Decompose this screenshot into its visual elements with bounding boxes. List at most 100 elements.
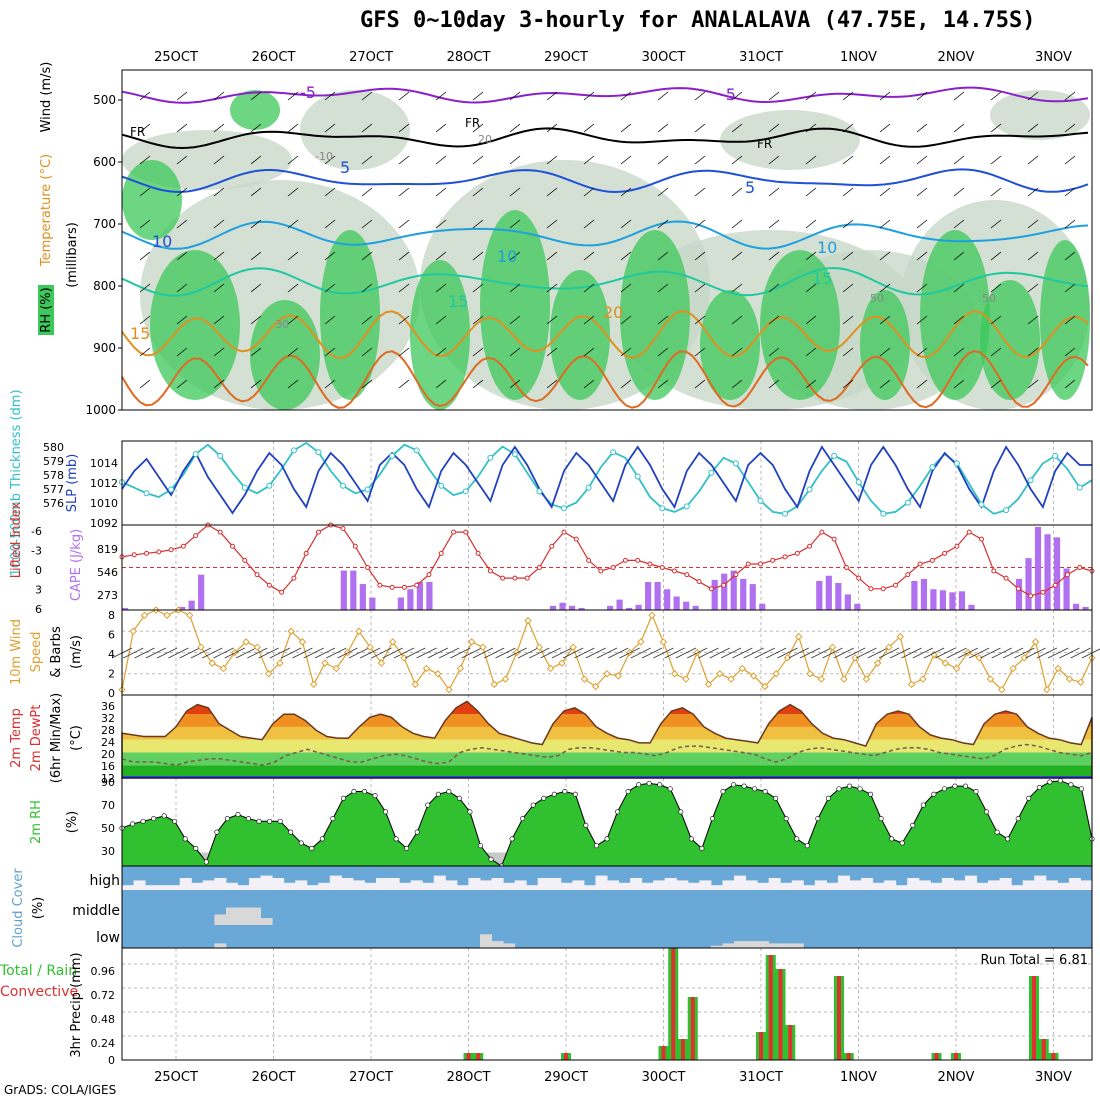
cloud-bar — [122, 885, 135, 890]
date-label-bottom: 28OCT — [447, 1070, 491, 1085]
cloud-bar — [814, 880, 827, 890]
cape-bar — [350, 570, 357, 610]
lifted-index-point — [622, 557, 628, 563]
cloud-bar — [572, 880, 585, 890]
cloud-bar — [964, 875, 978, 890]
wind-barb-10m — [901, 647, 922, 659]
wind-barb-10m — [224, 647, 245, 659]
lifted-index-point — [573, 536, 579, 542]
wind-barb — [176, 155, 188, 165]
wind-barb — [583, 155, 595, 165]
wind-barb-10m — [156, 647, 178, 659]
panel-frame — [121, 69, 1093, 411]
wind-barb — [1064, 379, 1076, 389]
li-tick-label: -3 — [31, 545, 42, 558]
rh-tick-label: 90 — [101, 776, 115, 789]
temp-band — [122, 739, 1092, 753]
cape-bar — [122, 607, 129, 610]
cloud-bar — [710, 885, 723, 890]
cape-bar — [759, 603, 766, 610]
lifted-index-point — [929, 557, 935, 563]
rh-contour-green — [150, 250, 240, 400]
wind-barb — [731, 379, 743, 389]
thickness-point — [708, 469, 715, 476]
wind-barb — [805, 315, 817, 325]
wind-barb-10m — [878, 647, 900, 659]
lifted-index-point — [770, 557, 776, 563]
temp-contour-20 — [121, 310, 1089, 359]
lifted-index-point — [1077, 565, 1083, 570]
wind-barb — [139, 219, 151, 229]
rh2m-axis-label: 2m RH — [29, 800, 44, 844]
thickness-point — [487, 454, 494, 461]
wind-barb — [731, 283, 743, 293]
lifted-index-point — [708, 586, 714, 592]
wind-barb — [324, 315, 336, 325]
wind-barb-10m — [980, 647, 1001, 659]
rh-point — [752, 786, 758, 792]
wind-speed-point — [501, 675, 510, 683]
wind-barb — [916, 123, 928, 133]
cloud-bar — [225, 882, 238, 890]
wind-barb — [176, 379, 188, 389]
wind-barb — [250, 379, 262, 389]
thickness-point — [1027, 477, 1034, 484]
cloud-bar — [225, 907, 238, 925]
rh-point — [319, 836, 325, 842]
lifted-index-point — [893, 582, 899, 588]
cape-tick-label: 819 — [97, 543, 118, 556]
contour-label: FR — [465, 116, 480, 130]
wind-barb — [620, 251, 632, 261]
li-tick-label: 0 — [35, 564, 42, 577]
cloud-bar — [260, 918, 273, 925]
cloud-bar — [145, 885, 158, 890]
rh-point — [678, 809, 684, 815]
wind-barb-10m — [303, 647, 324, 659]
wind-speed-point — [761, 682, 769, 691]
rh-point — [414, 829, 420, 835]
rh-contour-green — [620, 230, 690, 400]
pressure-tick-label: 800 — [93, 279, 116, 293]
wind-barb — [916, 91, 928, 101]
wind-barb — [768, 219, 780, 229]
cloud-bar — [537, 878, 550, 890]
wind-barb — [287, 251, 299, 261]
precip-bar-convective — [837, 976, 841, 1060]
cloud-bar — [676, 880, 689, 890]
cloud-bar — [699, 880, 712, 890]
wind-barb — [398, 315, 410, 325]
lifted-index-point — [536, 565, 542, 570]
cloud-bar — [653, 880, 666, 890]
thickness-point — [634, 473, 641, 480]
temp-contour--5 — [121, 86, 1089, 104]
thickness-tick-label: 576 — [43, 497, 64, 510]
rh-point — [277, 818, 283, 824]
wind-speed-point — [580, 675, 589, 683]
cloud-bar — [456, 885, 469, 890]
lifted-index-point — [242, 557, 248, 563]
cloud-bar — [318, 882, 331, 890]
wind-speed-point — [862, 675, 871, 683]
wind-barb — [805, 187, 817, 197]
lifted-index-point — [279, 589, 285, 595]
date-label-top: 28OCT — [447, 50, 491, 65]
lifted-index-point — [254, 572, 260, 578]
wind-barb — [842, 379, 854, 389]
rh-contour-green — [410, 260, 470, 410]
wind-speed-point — [693, 648, 701, 657]
cloud-bar — [479, 880, 493, 890]
lifted-index-point — [794, 550, 800, 556]
pressure-tick-label: 600 — [93, 155, 116, 169]
wind-barb — [250, 283, 262, 293]
precip-bar-convective — [681, 1039, 685, 1060]
cape-bar — [654, 581, 661, 610]
wind-barb — [398, 187, 410, 197]
cloud-bar — [872, 882, 885, 890]
wind-barb — [657, 315, 669, 325]
wind-barb — [1027, 315, 1039, 325]
lifted-index-point — [807, 543, 813, 549]
wind-speed-point — [129, 627, 137, 635]
wind-barb-10m — [799, 647, 821, 659]
wind-barb — [694, 91, 706, 101]
wind-barb — [213, 91, 225, 101]
